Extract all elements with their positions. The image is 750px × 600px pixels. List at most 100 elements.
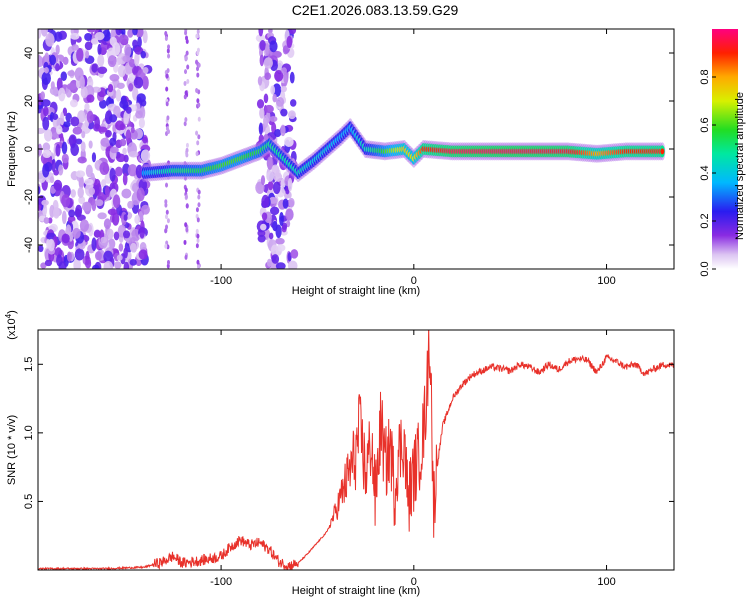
- colorbar-tick-label: 0.8: [699, 69, 711, 84]
- noise-blob: [61, 210, 67, 225]
- noise-blob: [112, 194, 121, 209]
- noise-blob: [289, 71, 295, 84]
- noise-blob: [61, 141, 68, 155]
- noise-blob: [117, 64, 126, 78]
- noise-blob: [195, 130, 199, 136]
- noise-blob: [167, 44, 171, 50]
- noise-blob: [283, 70, 289, 84]
- snr-x-axis-label: Height of straight line (km): [292, 585, 420, 597]
- noise-blob: [195, 33, 199, 39]
- noise-blob: [52, 206, 60, 219]
- noise-blob: [101, 29, 111, 42]
- noise-blob: [114, 166, 123, 177]
- noise-blob: [166, 68, 170, 74]
- noise-blob: [84, 32, 93, 41]
- noise-blob: [142, 136, 148, 144]
- spectrogram-x-tick-label: 0: [411, 275, 417, 287]
- noise-blob: [196, 98, 200, 104]
- noise-blob: [139, 241, 147, 253]
- noise-blob: [196, 50, 200, 56]
- noise-blob: [269, 40, 278, 53]
- noise-blob: [38, 245, 44, 253]
- noise-blob: [164, 35, 168, 41]
- noise-blob: [99, 99, 107, 109]
- noise-blob: [281, 67, 287, 74]
- noise-blob: [38, 143, 43, 156]
- spectrogram-y-tick-label: 0: [23, 146, 35, 152]
- noise-blob: [118, 34, 129, 45]
- noise-blob: [74, 248, 85, 261]
- noise-blob: [84, 41, 93, 51]
- noise-blob: [91, 237, 97, 252]
- noise-blob: [97, 54, 105, 67]
- noise-blob: [288, 110, 296, 120]
- noise-blob: [266, 156, 274, 170]
- noise-blob: [197, 189, 201, 195]
- noise-blob: [268, 196, 278, 204]
- noise-blob: [140, 149, 151, 162]
- noise-blob: [280, 124, 286, 137]
- noise-blob: [71, 44, 79, 51]
- noise-blob: [85, 164, 93, 178]
- noise-blob: [275, 262, 286, 269]
- noise-blob: [44, 259, 53, 267]
- noise-blob: [195, 228, 199, 234]
- noise-blob: [165, 224, 169, 230]
- noise-blob: [129, 259, 137, 266]
- noise-blob: [125, 106, 132, 114]
- noise-blob: [42, 142, 51, 152]
- noise-blob: [109, 137, 117, 147]
- noise-blob: [274, 69, 284, 82]
- colorbar-tick-label: 0.2: [699, 213, 711, 228]
- noise-blob: [45, 32, 55, 47]
- noise-blob: [68, 209, 76, 218]
- noise-blob: [282, 198, 289, 209]
- noise-blob: [263, 57, 273, 69]
- noise-blob: [75, 138, 83, 145]
- noise-blob: [258, 29, 264, 37]
- noise-blob: [62, 107, 68, 117]
- noise-blob: [50, 81, 55, 90]
- noise-blob: [139, 226, 145, 239]
- noise-blob: [100, 137, 110, 147]
- noise-blob: [97, 66, 108, 75]
- noise-blob: [93, 229, 101, 238]
- noise-blob: [165, 126, 169, 132]
- noise-blob: [279, 212, 284, 227]
- noise-blob: [123, 214, 128, 221]
- noise-blob: [115, 89, 122, 102]
- noise-blob: [68, 134, 77, 146]
- noise-blob: [72, 126, 83, 135]
- colorbar: 0.0 0.2 0.4 0.6 0.8 Normalized spectral ampl…: [699, 29, 746, 277]
- snr-multiplier-label: (x104): [4, 310, 18, 340]
- noise-blob: [107, 208, 118, 216]
- noise-blob: [61, 194, 71, 208]
- noise-blob: [58, 87, 66, 102]
- spectrogram-y-tick-label: 20: [23, 95, 35, 107]
- spectrogram-y-tick-label: -40: [23, 237, 35, 253]
- noise-blob: [49, 54, 57, 66]
- noise-blob: [80, 141, 86, 152]
- noise-blob: [91, 63, 98, 73]
- noise-blob: [184, 194, 188, 200]
- noise-blob: [58, 261, 67, 269]
- noise-blob: [164, 30, 168, 36]
- noise-blob: [260, 223, 267, 231]
- noise-blob: [260, 175, 266, 186]
- noise-blob: [257, 76, 263, 86]
- noise-blob: [125, 129, 132, 144]
- noise-blob: [166, 263, 170, 269]
- noise-blob: [104, 185, 110, 198]
- noise-blob: [122, 172, 128, 186]
- noise-blob: [185, 35, 189, 41]
- noise-blob: [197, 102, 201, 108]
- noise-blob: [65, 224, 72, 237]
- track-core: [660, 148, 665, 155]
- noise-blob: [183, 81, 187, 87]
- spectrogram-x-tick-label: 100: [597, 275, 615, 287]
- noise-blob: [272, 181, 281, 195]
- noise-blob: [116, 254, 123, 261]
- noise-blob: [107, 55, 117, 68]
- noise-blob: [128, 73, 136, 82]
- noise-blob: [84, 178, 94, 186]
